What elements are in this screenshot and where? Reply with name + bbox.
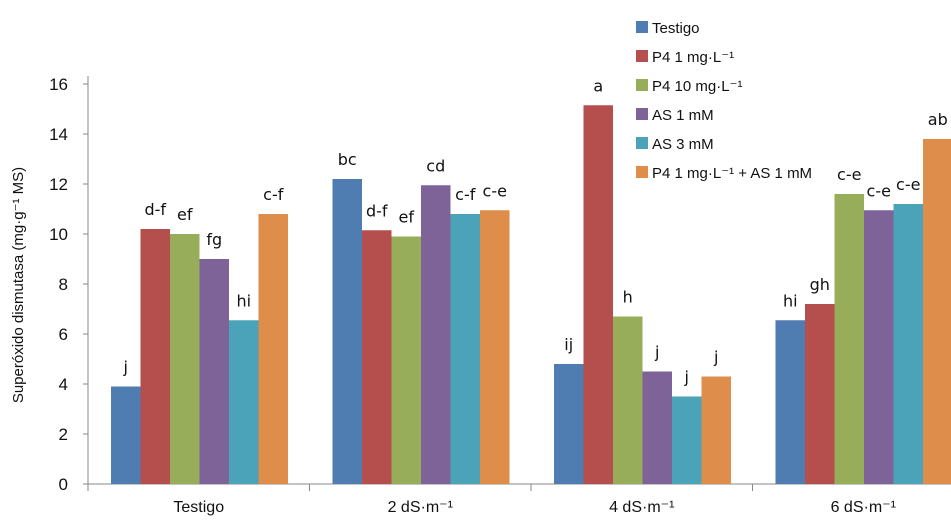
x-tick-label: 6 dS·m⁻¹ (831, 499, 896, 516)
bar (258, 214, 288, 484)
x-tick-label: Testigo (173, 499, 224, 516)
bar (170, 234, 200, 484)
y-axis-label: Superóxido dismutasa (mg·g⁻¹ MS) (10, 167, 27, 403)
bar (805, 304, 835, 484)
bar (893, 204, 923, 484)
bar-significance-label: j (654, 343, 659, 362)
legend-swatch (636, 21, 648, 33)
x-tick-label: 2 dS·m⁻¹ (388, 499, 453, 516)
bar (642, 371, 672, 484)
bar-significance-label: d-f (366, 201, 388, 220)
bar (199, 259, 229, 484)
bar-significance-label: ef (177, 205, 193, 224)
bar (362, 230, 392, 484)
legend-label: P4 1 mg·L⁻¹ (652, 49, 734, 66)
bar (554, 364, 584, 484)
bar-significance-label: j (123, 358, 128, 377)
y-tick-label: 8 (59, 275, 68, 294)
bar (140, 229, 170, 484)
legend-swatch (636, 166, 648, 178)
legend-label: P4 1 mg·L⁻¹ + AS 1 mM (652, 165, 812, 182)
bar-significance-label: ef (399, 208, 415, 227)
y-tick-label: 0 (59, 475, 68, 494)
bar (450, 214, 480, 484)
y-tick-label: 14 (49, 125, 68, 144)
legend-swatch (636, 108, 648, 120)
bar-significance-label: c-e (896, 175, 920, 194)
bar-significance-label: ij (564, 335, 573, 354)
y-tick-label: 10 (49, 225, 68, 244)
legend-swatch (636, 50, 648, 62)
bar-significance-label: gh (810, 275, 830, 294)
y-tick-label: 16 (49, 75, 68, 94)
bar-significance-label: bc (338, 150, 357, 169)
legend-label: P4 10 mg·L⁻¹ (652, 78, 742, 95)
bar (613, 316, 643, 484)
bar (480, 210, 510, 484)
bar (391, 236, 421, 484)
bar (775, 320, 805, 484)
axes: 0 2 4 6 8 10 12 14 16 Testigo 2 dS·m⁻¹ 4 dS·m⁻¹ 6 dS… (49, 75, 951, 516)
bar (701, 376, 731, 484)
bar-significance-label: ab (928, 110, 948, 129)
bar-significance-label: c-e (867, 181, 891, 200)
y-tick-label: 6 (59, 325, 68, 344)
bar-significance-label: d-f (144, 200, 166, 219)
bar-significance-label: fg (206, 230, 222, 249)
bar-significance-label: hi (783, 291, 798, 310)
x-tick-label: 4 dS·m⁻¹ (609, 499, 674, 516)
bar (332, 179, 362, 484)
bar-significance-label: c-f (455, 185, 476, 204)
y-tick-label: 4 (59, 375, 68, 394)
bar-significance-label: c-e (837, 165, 861, 184)
legend-swatch (636, 137, 648, 149)
legend-label: AS 3 mM (652, 136, 714, 153)
y-tick-label: 12 (49, 175, 68, 194)
bar-significance-label: j (684, 368, 689, 387)
bar (923, 139, 951, 484)
bar (583, 105, 613, 484)
legend-label: Testigo (652, 20, 700, 37)
bar (672, 396, 702, 484)
bar (421, 185, 451, 484)
bar (229, 320, 259, 484)
bar-significance-label: hi (236, 291, 251, 310)
legend-swatch (636, 79, 648, 91)
bar-significance-label: c-e (483, 181, 507, 200)
legend: Testigo P4 1 mg·L⁻¹ P4 10 mg·L⁻¹ AS 1 mM AS … (636, 20, 812, 182)
y-tick-label: 2 (59, 425, 68, 444)
bar-significance-label: j (713, 348, 718, 367)
bar-significance-label: a (593, 76, 603, 95)
bar-significance-label: cd (426, 156, 445, 175)
bar (111, 386, 141, 484)
bar-significance-label: h (623, 288, 633, 307)
legend-label: AS 1 mM (652, 107, 714, 124)
bar (834, 194, 864, 484)
bar (864, 210, 894, 484)
bar-significance-label: c-f (263, 185, 284, 204)
bars: j bc ij hi d-f d-f a gh ef ef h c-e fg cd j c-e hi c-f j c-… (111, 76, 951, 484)
